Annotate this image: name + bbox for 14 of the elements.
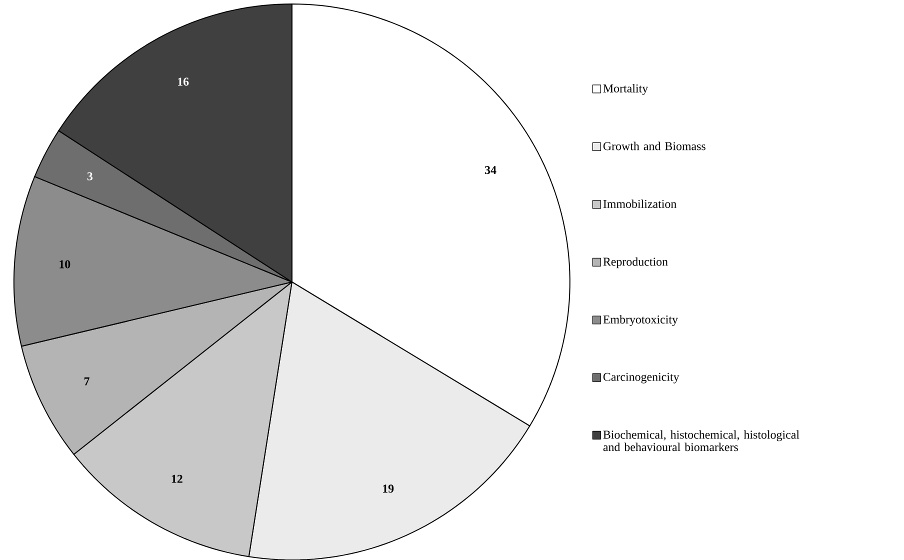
legend-label: Growth and Biomass [603,142,706,150]
legend-label: Immobilization [603,199,676,208]
data-label: 3 [87,172,93,180]
data-label: 10 [60,260,70,268]
legend-label: Biochemical, histochemical, histological and behavioural biomarkers [603,430,800,451]
data-label: 34 [484,166,496,174]
legend-label: Carcinogenicity [603,372,680,384]
data-label: 19 [383,484,394,492]
legend-label: Embryotoxicity [603,314,678,326]
legend-label: Mortality [603,84,648,95]
data-label: 12 [172,474,182,483]
data-label: 7 [84,377,90,386]
legend-label: Reproduction [603,257,668,268]
data-label: 16 [178,77,189,86]
